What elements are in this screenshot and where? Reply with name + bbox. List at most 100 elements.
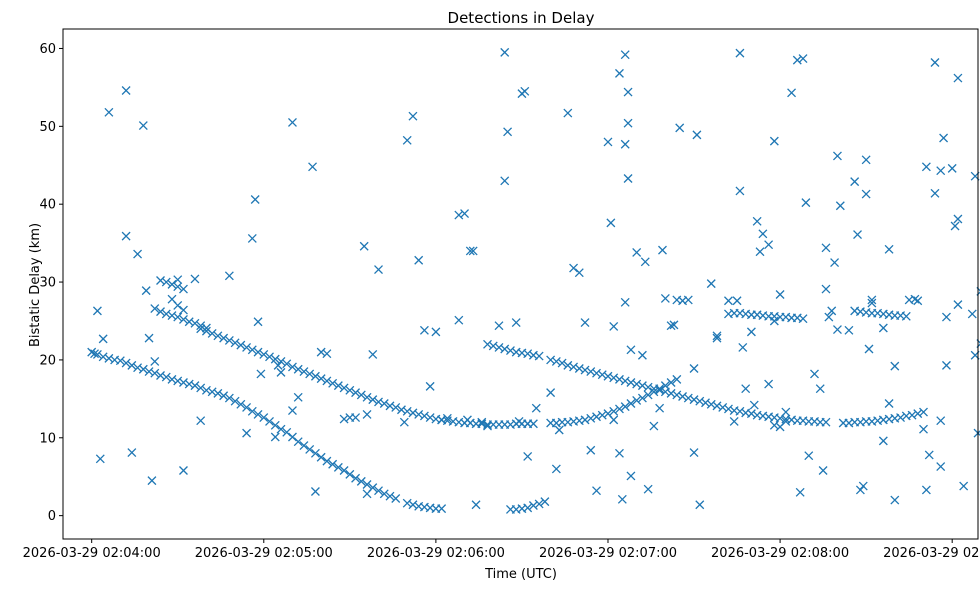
data-point-marker <box>419 411 429 421</box>
data-point-marker <box>161 372 171 382</box>
data-point-marker <box>121 86 131 95</box>
data-point-marker <box>775 290 785 299</box>
data-point-marker <box>637 393 647 403</box>
data-point-marker <box>853 230 862 240</box>
data-point-marker <box>781 416 791 426</box>
data-point-marker <box>368 350 378 359</box>
data-point-marker <box>316 452 326 462</box>
data-point-marker <box>156 307 165 317</box>
data-point-marker <box>224 393 234 403</box>
data-point-marker <box>219 391 229 401</box>
data-point-marker <box>640 257 650 267</box>
data-point-marker <box>746 327 756 337</box>
data-point-marker <box>850 177 860 187</box>
data-point-marker <box>167 374 177 384</box>
data-point-marker <box>345 469 355 479</box>
data-point-marker <box>655 403 665 413</box>
data-point-marker <box>643 390 653 400</box>
data-point-marker <box>494 342 504 352</box>
data-point-marker <box>190 318 200 328</box>
data-point-marker <box>672 374 682 384</box>
data-point-marker <box>855 485 865 495</box>
data-point-marker <box>919 424 928 434</box>
data-point-marker <box>471 500 481 510</box>
data-point-marker <box>832 325 842 335</box>
data-point-marker <box>649 387 659 397</box>
data-point-marker <box>494 321 504 331</box>
data-point-marker <box>867 298 877 308</box>
data-point-marker <box>551 464 561 474</box>
data-point-marker <box>224 271 234 281</box>
data-point-marker <box>939 133 949 143</box>
data-point-marker <box>936 166 946 176</box>
data-point-marker <box>563 360 573 370</box>
data-point-marker <box>308 162 318 172</box>
data-point-marker <box>614 68 624 78</box>
data-point-marker <box>967 309 977 319</box>
data-point-marker <box>821 243 831 253</box>
x-tick-label: 2026-03-29 02:07:00 <box>539 546 677 561</box>
data-point-marker <box>723 296 733 306</box>
data-point-marker <box>224 335 234 345</box>
data-point-marker <box>293 392 303 402</box>
axis-ticks: 0 10 20 30 40 50 60 2026-03-29 02:04:00 2026-03-… <box>23 42 980 561</box>
data-point-marker <box>609 406 619 416</box>
data-point-marker <box>402 498 412 508</box>
y-tick-label: 30 <box>39 276 56 291</box>
data-point-marker <box>328 378 338 388</box>
data-point-marker <box>718 402 728 412</box>
data-point-marker <box>150 304 160 313</box>
data-point-marker <box>658 245 667 255</box>
data-point-marker <box>861 189 871 199</box>
data-point-marker <box>465 246 475 256</box>
data-point-marker <box>620 50 630 60</box>
data-point-marker <box>729 416 739 426</box>
data-point-marker <box>190 274 200 284</box>
data-point-marker <box>913 296 923 306</box>
data-point-marker <box>414 255 424 265</box>
data-point-marker <box>884 399 894 408</box>
data-point-marker <box>184 317 194 327</box>
data-point-marker <box>821 284 831 294</box>
data-point-marker <box>179 314 188 324</box>
data-point-marker <box>580 415 590 425</box>
data-point-marker <box>173 300 183 310</box>
data-point-marker <box>310 448 320 458</box>
data-point-marker <box>362 480 372 489</box>
data-point-marker <box>454 315 464 325</box>
data-point-marker <box>795 487 805 497</box>
data-point-marker <box>425 413 435 422</box>
data-point-marker <box>305 369 315 379</box>
data-point-marker <box>586 367 596 377</box>
data-point-marker <box>468 246 478 256</box>
data-point-marker <box>247 345 257 355</box>
data-point-marker <box>626 378 636 387</box>
data-point-marker <box>150 368 160 378</box>
data-point-marker <box>569 362 579 372</box>
data-point-marker <box>230 338 240 348</box>
data-point-marker <box>798 54 808 64</box>
data-point-marker <box>511 318 521 328</box>
data-point-marker <box>878 323 888 333</box>
data-point-marker <box>104 353 114 363</box>
data-point-marker <box>276 424 286 434</box>
data-point-marker <box>299 441 309 451</box>
data-point-marker <box>546 355 556 365</box>
data-point-marker <box>712 333 722 343</box>
data-point-marker <box>385 491 395 501</box>
data-point-marker <box>374 265 383 275</box>
data-point-marker <box>815 384 825 394</box>
data-point-marker <box>660 381 670 391</box>
data-point-marker <box>127 360 137 370</box>
data-point-marker <box>801 198 811 208</box>
data-point-marker <box>626 471 636 481</box>
data-point-marker <box>310 371 320 381</box>
data-point-marker <box>90 349 100 359</box>
data-point-marker <box>399 417 409 427</box>
data-point-marker <box>620 297 630 307</box>
data-point-marker <box>359 241 369 251</box>
data-point-marker <box>104 107 114 117</box>
data-point-marker <box>133 363 143 373</box>
data-point-marker <box>683 295 693 305</box>
